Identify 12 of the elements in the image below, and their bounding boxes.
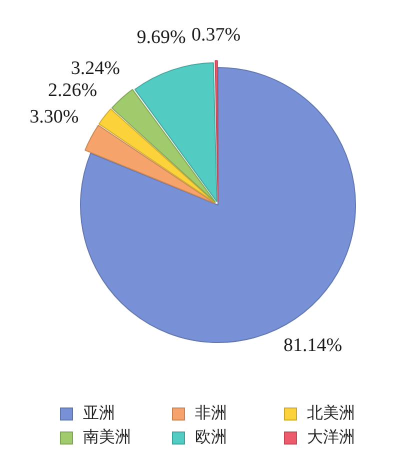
data-label: 2.26% [48, 80, 98, 102]
legend-label: 欧洲 [195, 428, 227, 446]
legend-label: 大洋洲 [307, 428, 355, 446]
data-label: 9.69% [136, 26, 186, 48]
legend-label: 北美洲 [307, 404, 355, 422]
data-label: 81.14% [284, 334, 342, 356]
legend-label: 非洲 [195, 404, 227, 422]
data-label: 3.24% [70, 58, 120, 80]
legend-label: 南美洲 [83, 428, 131, 446]
data-label: 0.37% [191, 24, 241, 46]
legend-label: 亚洲 [83, 404, 115, 422]
data-label: 3.30% [30, 106, 79, 128]
